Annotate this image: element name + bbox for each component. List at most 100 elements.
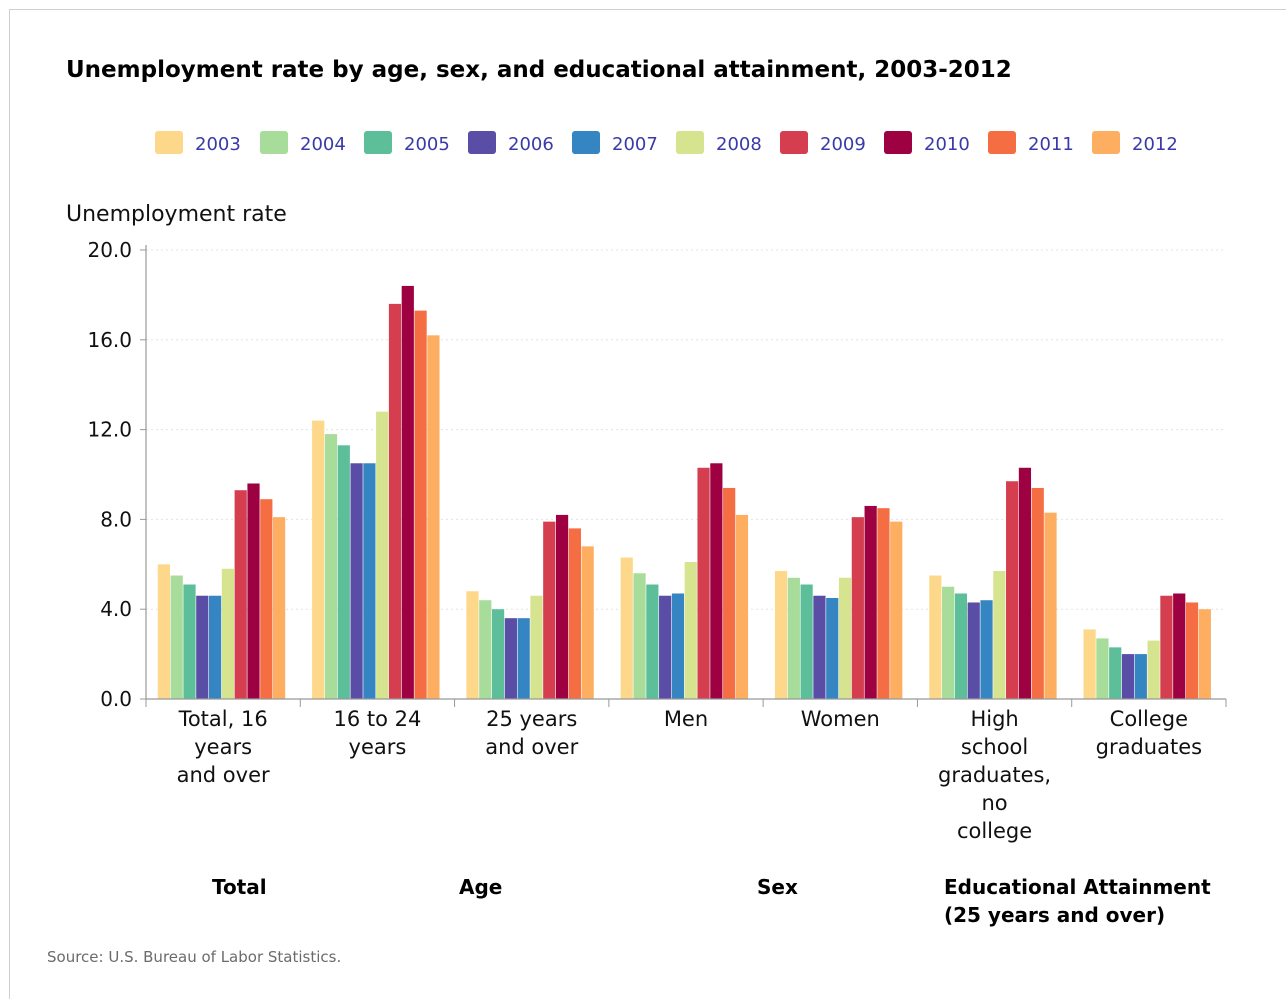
bar-2008-1: [376, 412, 388, 699]
bar-2007-2: [518, 618, 530, 699]
bar-2003-0: [158, 564, 170, 699]
bar-2007-6: [1135, 654, 1147, 699]
bar-2004-2: [479, 600, 491, 699]
bar-2011-6: [1186, 602, 1198, 699]
bar-2008-0: [222, 569, 234, 699]
x-tick-label: and over: [485, 735, 578, 759]
legend-swatch-2008: [676, 131, 704, 154]
bar-2004-6: [1096, 638, 1108, 699]
bar-2004-5: [942, 587, 954, 699]
legend-label-2007: 2007: [612, 134, 658, 155]
bar-2006-2: [505, 618, 517, 699]
bar-2010-5: [1019, 468, 1031, 699]
bar-2008-2: [530, 596, 542, 699]
bar-2009-1: [389, 304, 401, 699]
legend-swatch-2009: [780, 131, 808, 154]
legend-swatch-2011: [988, 131, 1016, 154]
group-label: Age: [459, 875, 502, 899]
bars: [158, 286, 1211, 699]
bar-2011-3: [723, 488, 735, 699]
x-tick-label: and over: [177, 763, 270, 787]
bar-2005-1: [338, 445, 350, 699]
bar-2010-4: [865, 506, 877, 699]
legend-swatch-2012: [1092, 131, 1120, 154]
y-tick-label: 12.0: [87, 418, 132, 442]
bar-2006-3: [659, 596, 671, 699]
x-tick-label: High: [970, 707, 1018, 731]
bar-2007-0: [209, 596, 221, 699]
bar-2008-4: [839, 578, 851, 699]
bar-2004-1: [325, 434, 337, 699]
legend-swatch-2007: [572, 131, 600, 154]
bar-2006-6: [1122, 654, 1134, 699]
group-label: Total: [212, 875, 267, 899]
legend-label-2009: 2009: [820, 134, 866, 155]
legend-swatch-2004: [260, 131, 288, 154]
bar-2006-0: [196, 596, 208, 699]
y-tick-label: 20.0: [87, 238, 132, 262]
x-tick-label: school: [961, 735, 1028, 759]
legend-label-2003: 2003: [195, 134, 241, 155]
y-axis-label: Unemployment rate: [66, 202, 287, 227]
group-label: Sex: [757, 875, 798, 899]
bar-2012-2: [582, 546, 594, 699]
x-tick-label: College: [1110, 707, 1188, 731]
bar-2003-5: [929, 576, 941, 699]
bar-2009-2: [543, 522, 555, 699]
bar-2009-3: [697, 468, 709, 699]
bar-2009-0: [235, 490, 247, 699]
bar-2012-6: [1199, 609, 1211, 699]
bar-2004-0: [171, 576, 183, 699]
x-tick-label: college: [957, 819, 1032, 843]
y-tick-label: 0.0: [100, 687, 132, 711]
x-axis-labels: Total, 16yearsand over16 to 24years25 ye…: [177, 707, 1202, 843]
bar-2007-4: [826, 598, 838, 699]
bar-2012-5: [1044, 513, 1056, 699]
bar-2007-1: [363, 463, 375, 699]
chart-title: Unemployment rate by age, sex, and educa…: [66, 57, 1012, 83]
legend-label-2010: 2010: [924, 134, 970, 155]
legend-label-2004: 2004: [300, 134, 346, 155]
group-label: Educational Attainment: [944, 875, 1211, 899]
x-tick-label: no: [981, 791, 1007, 815]
x-tick-label: 16 to 24: [333, 707, 421, 731]
bar-2005-3: [646, 585, 658, 699]
bar-2009-5: [1006, 481, 1018, 699]
bar-2009-6: [1160, 596, 1172, 699]
bar-2003-4: [775, 571, 787, 699]
legend-swatch-2003: [155, 131, 183, 154]
bar-2005-0: [183, 585, 195, 699]
bar-2011-0: [260, 499, 272, 699]
bar-2006-5: [968, 602, 980, 699]
y-tick-label: 4.0: [100, 597, 132, 621]
gridlines: [146, 250, 1226, 609]
legend-label-2006: 2006: [508, 134, 554, 155]
bar-2012-1: [427, 335, 439, 699]
legend-swatch-2005: [364, 131, 392, 154]
bar-2011-1: [414, 311, 426, 699]
bar-2010-2: [556, 515, 568, 699]
bar-2010-0: [247, 483, 259, 699]
source-note: Source: U.S. Bureau of Labor Statistics.: [47, 948, 341, 966]
bar-2007-5: [980, 600, 992, 699]
x-tick-label: Women: [801, 707, 880, 731]
legend-label-2008: 2008: [716, 134, 762, 155]
x-tick-label: graduates,: [938, 763, 1051, 787]
bar-2005-6: [1109, 647, 1121, 699]
bar-2012-0: [273, 517, 285, 699]
bar-2005-5: [955, 593, 967, 699]
bar-2011-5: [1032, 488, 1044, 699]
y-tick-label: 8.0: [100, 507, 132, 531]
x-tick-label: graduates: [1096, 735, 1202, 759]
bar-2008-3: [685, 562, 697, 699]
x-tick-label: Men: [664, 707, 708, 731]
bar-2004-3: [633, 573, 645, 699]
bar-2008-5: [993, 571, 1005, 699]
bar-2011-4: [877, 508, 889, 699]
x-tick-label: 25 years: [486, 707, 577, 731]
bar-2008-6: [1148, 641, 1160, 699]
bar-2003-3: [621, 558, 633, 699]
legend-label-2011: 2011: [1028, 134, 1074, 155]
bar-2009-4: [852, 517, 864, 699]
y-tick-label: 16.0: [87, 328, 132, 352]
